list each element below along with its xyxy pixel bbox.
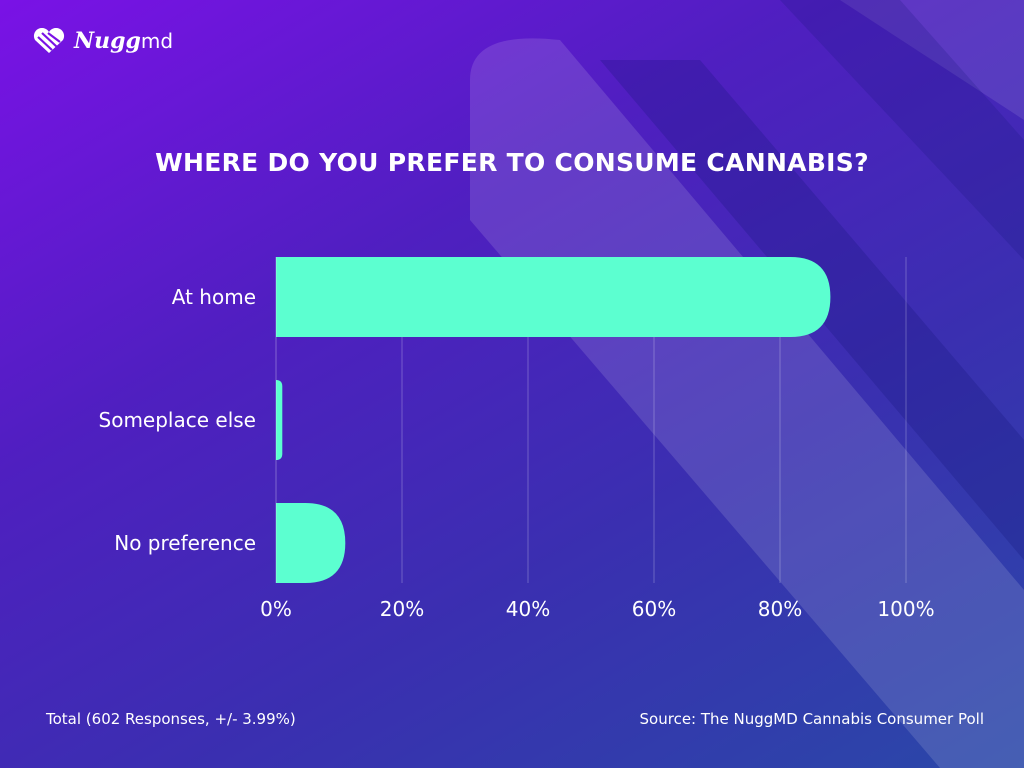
category-label: At home bbox=[172, 285, 256, 309]
category-label: Someplace else bbox=[99, 408, 256, 432]
x-tick-label: 20% bbox=[380, 597, 424, 621]
bar bbox=[276, 257, 831, 337]
x-tick-label: 60% bbox=[632, 597, 676, 621]
x-tick-label: 100% bbox=[877, 597, 934, 621]
logo-name: Nugg bbox=[74, 28, 141, 54]
bar bbox=[276, 503, 346, 583]
heart-logo-icon bbox=[33, 28, 65, 53]
nuggmd-logo: Nuggmd bbox=[32, 28, 173, 54]
bar bbox=[276, 380, 283, 460]
logo-suffix: md bbox=[140, 29, 174, 53]
source-note: Source: The NuggMD Cannabis Consumer Pol… bbox=[639, 710, 984, 728]
chart-title: WHERE DO YOU PREFER TO CONSUME CANNABIS? bbox=[155, 148, 869, 177]
x-tick-label: 40% bbox=[506, 597, 550, 621]
total-responses: Total (602 Responses, +/- 3.99%) bbox=[46, 710, 296, 728]
x-tick-label: 80% bbox=[758, 597, 802, 621]
category-label: No preference bbox=[114, 531, 256, 555]
x-tick-label: 0% bbox=[260, 597, 292, 621]
